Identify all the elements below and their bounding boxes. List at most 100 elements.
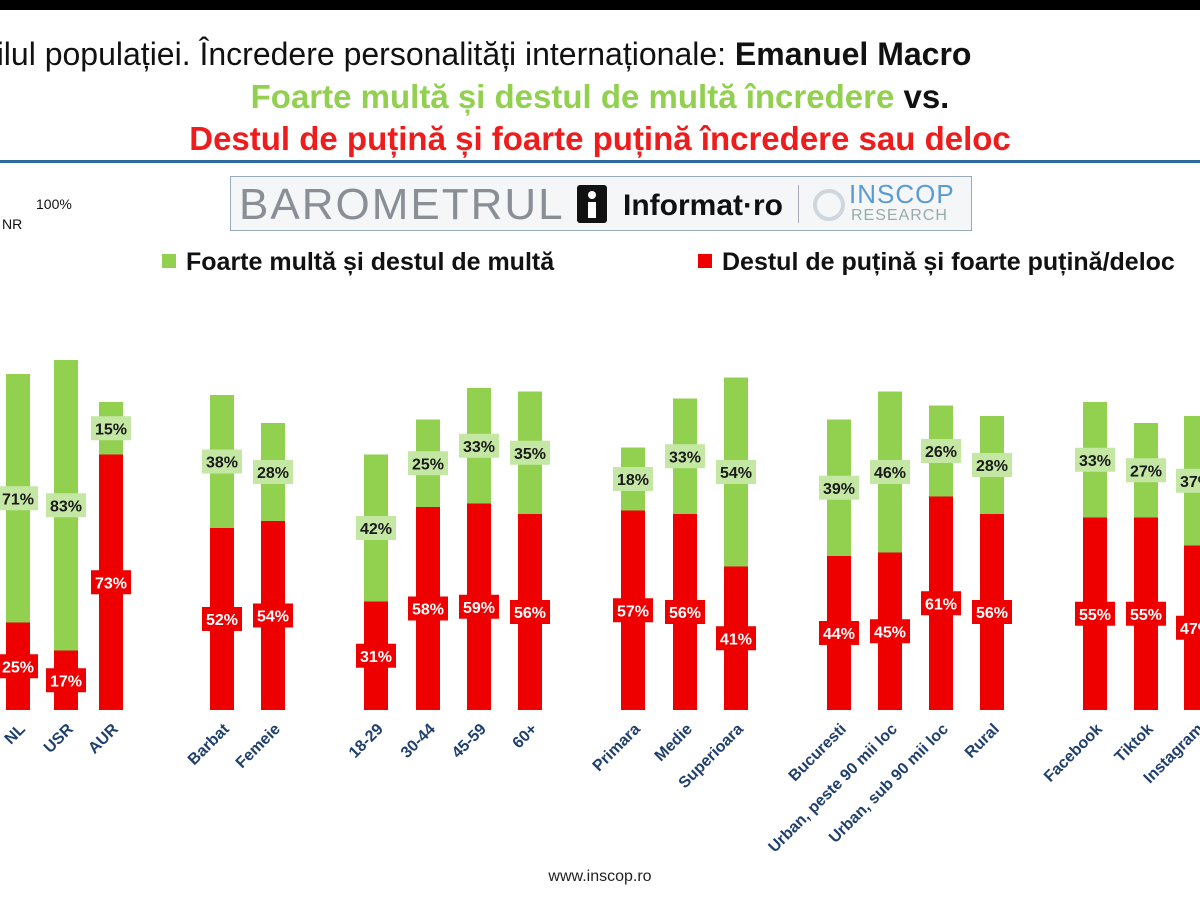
data-label-red-18-box	[1176, 615, 1200, 640]
data-label-green-1-box	[46, 493, 86, 518]
data-label-red-17: 55%	[1130, 607, 1162, 624]
legend-red-swatch	[698, 254, 712, 268]
data-label-red-7-box	[459, 594, 499, 619]
data-label-green-12: 39%	[823, 481, 855, 498]
informat-logo-text: Informat·ro	[623, 189, 783, 222]
x-tick-label-17: Tiktok	[1112, 721, 1157, 766]
data-label-green-7: 33%	[463, 439, 495, 456]
data-label-green-3: 38%	[206, 455, 238, 472]
data-label-green-0-box	[0, 486, 38, 511]
inscop-research-text: RESEARCH	[851, 207, 948, 224]
legend-red-label: Destul de puțină și foarte puțină/deloc	[722, 248, 1175, 276]
data-label-red-5: 31%	[360, 649, 392, 666]
data-label-green-8: 35%	[514, 446, 546, 463]
data-label-red-15: 56%	[976, 605, 1008, 622]
data-label-red-0: 25%	[2, 659, 34, 676]
x-tick-label-2: AUR	[85, 720, 122, 757]
data-label-red-3: 52%	[206, 612, 238, 629]
x-tick-label-1: USR	[41, 720, 77, 756]
data-label-red-10-box	[665, 600, 705, 624]
x-tick-label-3: Barbat	[185, 720, 233, 768]
data-label-green-15: 28%	[976, 458, 1008, 475]
title-divider	[0, 160, 1200, 163]
data-label-red-2: 73%	[95, 575, 127, 592]
note-nr: NR	[2, 216, 23, 232]
x-tick-label-8: 60+	[510, 721, 541, 752]
data-label-red-1: 17%	[50, 673, 82, 690]
subtitle-line-1: Foarte multă și destul de multă încreder…	[0, 78, 1200, 116]
data-label-green-5-box	[356, 516, 396, 540]
footer-url: www.inscop.ro	[548, 868, 652, 885]
title-person: Emanuel Macro	[734, 36, 972, 72]
data-label-green-5: 42%	[360, 521, 392, 538]
top-bar	[0, 0, 1200, 10]
x-tick-label-9: Primara	[590, 721, 644, 775]
data-label-red-15-box	[972, 600, 1012, 624]
data-label-red-10: 56%	[669, 605, 701, 622]
data-label-green-14-box	[921, 439, 961, 463]
data-label-red-16-box	[1075, 601, 1115, 626]
x-tick-label-0: NL	[2, 721, 29, 748]
data-label-green-7-box	[459, 433, 499, 458]
data-label-red-3-box	[202, 607, 242, 631]
data-label-green-2-box	[91, 416, 131, 441]
x-tick-label-5: 18-29	[346, 721, 387, 762]
data-label-red-1-box	[46, 668, 86, 693]
data-label-red-12: 44%	[823, 626, 855, 643]
data-label-red-9: 57%	[617, 603, 649, 620]
data-label-green-16: 33%	[1079, 453, 1111, 470]
data-label-red-14-box	[921, 591, 961, 616]
data-label-green-12-box	[819, 475, 859, 500]
title-prefix: ofilul populației. Încredere personalită…	[0, 36, 735, 72]
x-tick-label-15: Rural	[962, 721, 1003, 762]
legend-green-swatch	[162, 254, 176, 268]
data-label-green-2: 15%	[95, 421, 127, 438]
data-label-green-16-box	[1075, 447, 1115, 472]
data-label-green-1: 83%	[50, 498, 82, 515]
data-label-red-17-box	[1126, 601, 1166, 626]
logo-divider	[798, 185, 799, 223]
data-label-green-10-box	[665, 444, 705, 469]
data-label-red-0-box	[0, 654, 38, 679]
data-label-green-9: 18%	[617, 472, 649, 489]
data-label-green-13: 46%	[874, 465, 906, 482]
sponsor-logo-banner: BAROMETRUL Informat·ro INSCOP RESEARCH	[230, 176, 972, 231]
data-label-red-13: 45%	[874, 624, 906, 641]
barometrul-logo-text: BAROMETRUL	[239, 180, 565, 229]
x-tick-label-4: Femeie	[233, 721, 284, 772]
data-label-green-4: 28%	[257, 465, 289, 482]
data-label-green-18: 37%	[1180, 474, 1200, 491]
data-label-green-8-box	[510, 440, 550, 465]
data-label-red-6-box	[408, 596, 448, 621]
x-tick-label-10: Medie	[652, 721, 696, 765]
note-total: 100%	[36, 196, 72, 212]
data-label-red-11: 41%	[720, 631, 752, 648]
data-label-red-16: 55%	[1079, 607, 1111, 624]
data-label-red-4-box	[253, 603, 293, 628]
informat-logo-icon	[577, 185, 607, 223]
x-tick-label-6: 30-44	[398, 721, 439, 762]
data-label-red-18: 47%	[1180, 621, 1200, 638]
data-label-red-14: 61%	[925, 596, 957, 613]
data-label-red-6: 58%	[412, 602, 444, 619]
data-label-red-4: 54%	[257, 609, 289, 626]
data-label-red-8: 56%	[514, 605, 546, 622]
inscop-logo-text: INSCOP	[849, 179, 955, 209]
data-label-green-17: 27%	[1130, 463, 1162, 480]
x-tick-label-7: 45-59	[449, 721, 490, 762]
x-tick-label-16: Facebook	[1041, 721, 1106, 786]
legend-red: Destul de puțină și foarte puțină/deloc	[698, 248, 1175, 277]
notes: 100% NR	[2, 194, 72, 234]
data-label-green-3-box	[202, 449, 242, 474]
data-label-green-13-box	[870, 460, 910, 484]
data-label-green-14: 26%	[925, 444, 957, 461]
subtitle-red: Destul de puțină și foarte puțină încred…	[189, 120, 1011, 157]
data-label-green-11-box	[716, 460, 756, 484]
data-label-red-7: 59%	[463, 600, 495, 617]
legend-green: Foarte multă și destul de multă	[162, 248, 554, 277]
data-label-red-2-box	[91, 570, 131, 595]
data-label-red-12-box	[819, 621, 859, 645]
inscop-logo-icon	[813, 189, 845, 221]
data-label-green-15-box	[972, 453, 1012, 477]
